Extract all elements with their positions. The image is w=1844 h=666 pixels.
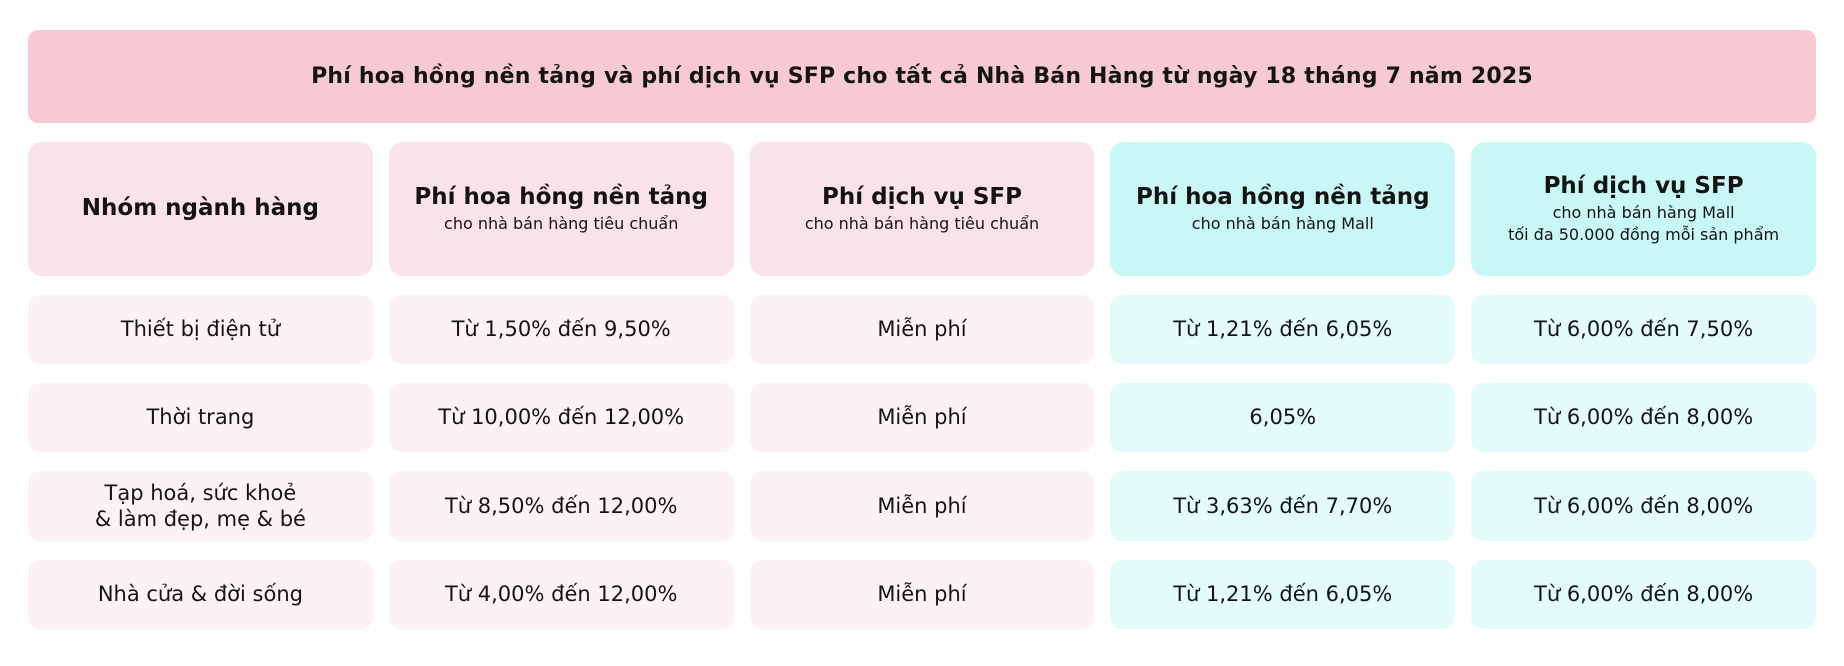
- cell-value: Từ 10,00% đến 12,00%: [438, 405, 685, 430]
- cell-value: Từ 6,00% đến 8,00%: [1534, 493, 1754, 518]
- column-header-title: Nhóm ngành hàng: [81, 195, 320, 222]
- category-label: Tạp hoá, sức khoẻ & làm đẹp, mẹ & bé: [94, 480, 306, 531]
- table-cell: Từ 1,21% đến 6,05%: [1110, 560, 1456, 629]
- table-cell: Từ 1,50% đến 9,50%: [388, 295, 734, 364]
- cell-value: Từ 1,50% đến 9,50%: [451, 317, 671, 342]
- column-header-subtitle: cho nhà bán hàng Mall: [1552, 203, 1735, 223]
- table-cell: Từ 10,00% đến 12,00%: [388, 383, 734, 452]
- column-header-title: Phí hoa hồng nền tảng: [414, 184, 708, 211]
- table-cell: Từ 6,00% đến 7,50%: [1471, 295, 1816, 364]
- cell-value: Từ 6,00% đến 7,50%: [1534, 317, 1754, 342]
- cell-value: Miễn phí: [877, 493, 967, 518]
- cell-value: Miễn phí: [877, 317, 967, 342]
- column-header-subtitle: cho nhà bán hàng tiêu chuẩn: [444, 214, 679, 234]
- category-label: Thời trang: [146, 405, 255, 430]
- table-cell: Miễn phí: [749, 295, 1095, 364]
- column-header-subtitle: cho nhà bán hàng Mall: [1191, 214, 1374, 234]
- column-header-title: Phí dịch vụ SFP: [1543, 173, 1744, 200]
- table-cell: Miễn phí: [749, 471, 1095, 541]
- column-header-sfp-standard: Phí dịch vụ SFP cho nhà bán hàng tiêu ch…: [749, 142, 1095, 276]
- table-cell: Từ 8,50% đến 12,00%: [388, 471, 734, 541]
- cell-value: Từ 3,63% đến 7,70%: [1173, 493, 1393, 518]
- table-row-category: Tạp hoá, sức khoẻ & làm đẹp, mẹ & bé: [28, 471, 373, 541]
- table-row-category: Thời trang: [28, 383, 373, 452]
- cell-value: Miễn phí: [877, 405, 967, 430]
- cell-value: Từ 8,50% đến 12,00%: [444, 493, 678, 518]
- cell-value: Miễn phí: [877, 582, 967, 607]
- table-row-category: Thiết bị điện tử: [28, 295, 373, 364]
- table-cell: Từ 6,00% đến 8,00%: [1471, 560, 1816, 629]
- banner-title: Phí hoa hồng nền tảng và phí dịch vụ SFP…: [311, 64, 1533, 89]
- table-cell: Từ 3,63% đến 7,70%: [1110, 471, 1456, 541]
- column-header-sfp-mall: Phí dịch vụ SFP cho nhà bán hàng Mall tố…: [1471, 142, 1816, 276]
- column-header-category: Nhóm ngành hàng: [28, 142, 373, 276]
- banner: Phí hoa hồng nền tảng và phí dịch vụ SFP…: [28, 30, 1816, 123]
- column-header-title: Phí hoa hồng nền tảng: [1136, 184, 1430, 211]
- table-cell: 6,05%: [1110, 383, 1456, 452]
- table-cell: Miễn phí: [749, 383, 1095, 452]
- column-header-title: Phí dịch vụ SFP: [821, 184, 1022, 211]
- cell-value: Từ 1,21% đến 6,05%: [1173, 582, 1393, 607]
- table-cell: Miễn phí: [749, 560, 1095, 629]
- cell-value: Từ 6,00% đến 8,00%: [1534, 582, 1754, 607]
- table-row-category: Nhà cửa & đời sống: [28, 560, 373, 629]
- column-header-subtitle2: tối đa 50.000 đồng mỗi sản phẩm: [1508, 224, 1780, 244]
- column-header-commission-mall: Phí hoa hồng nền tảng cho nhà bán hàng M…: [1110, 142, 1456, 276]
- column-header-subtitle: cho nhà bán hàng tiêu chuẩn: [804, 214, 1040, 234]
- table-cell: Từ 4,00% đến 12,00%: [388, 560, 734, 629]
- fee-table: Nhóm ngành hàng Phí hoa hồng nền tảng ch…: [28, 142, 1816, 629]
- table-cell: Từ 6,00% đến 8,00%: [1471, 471, 1816, 541]
- table-cell: Từ 1,21% đến 6,05%: [1110, 295, 1456, 364]
- cell-value: 6,05%: [1249, 405, 1317, 430]
- table-cell: Từ 6,00% đến 8,00%: [1471, 383, 1816, 452]
- column-header-commission-standard: Phí hoa hồng nền tảng cho nhà bán hàng t…: [388, 142, 734, 276]
- cell-value: Từ 1,21% đến 6,05%: [1173, 317, 1393, 342]
- category-label: Nhà cửa & đời sống: [97, 582, 303, 607]
- cell-value: Từ 6,00% đến 8,00%: [1534, 405, 1754, 430]
- cell-value: Từ 4,00% đến 12,00%: [444, 582, 678, 607]
- category-label: Thiết bị điện tử: [120, 317, 281, 342]
